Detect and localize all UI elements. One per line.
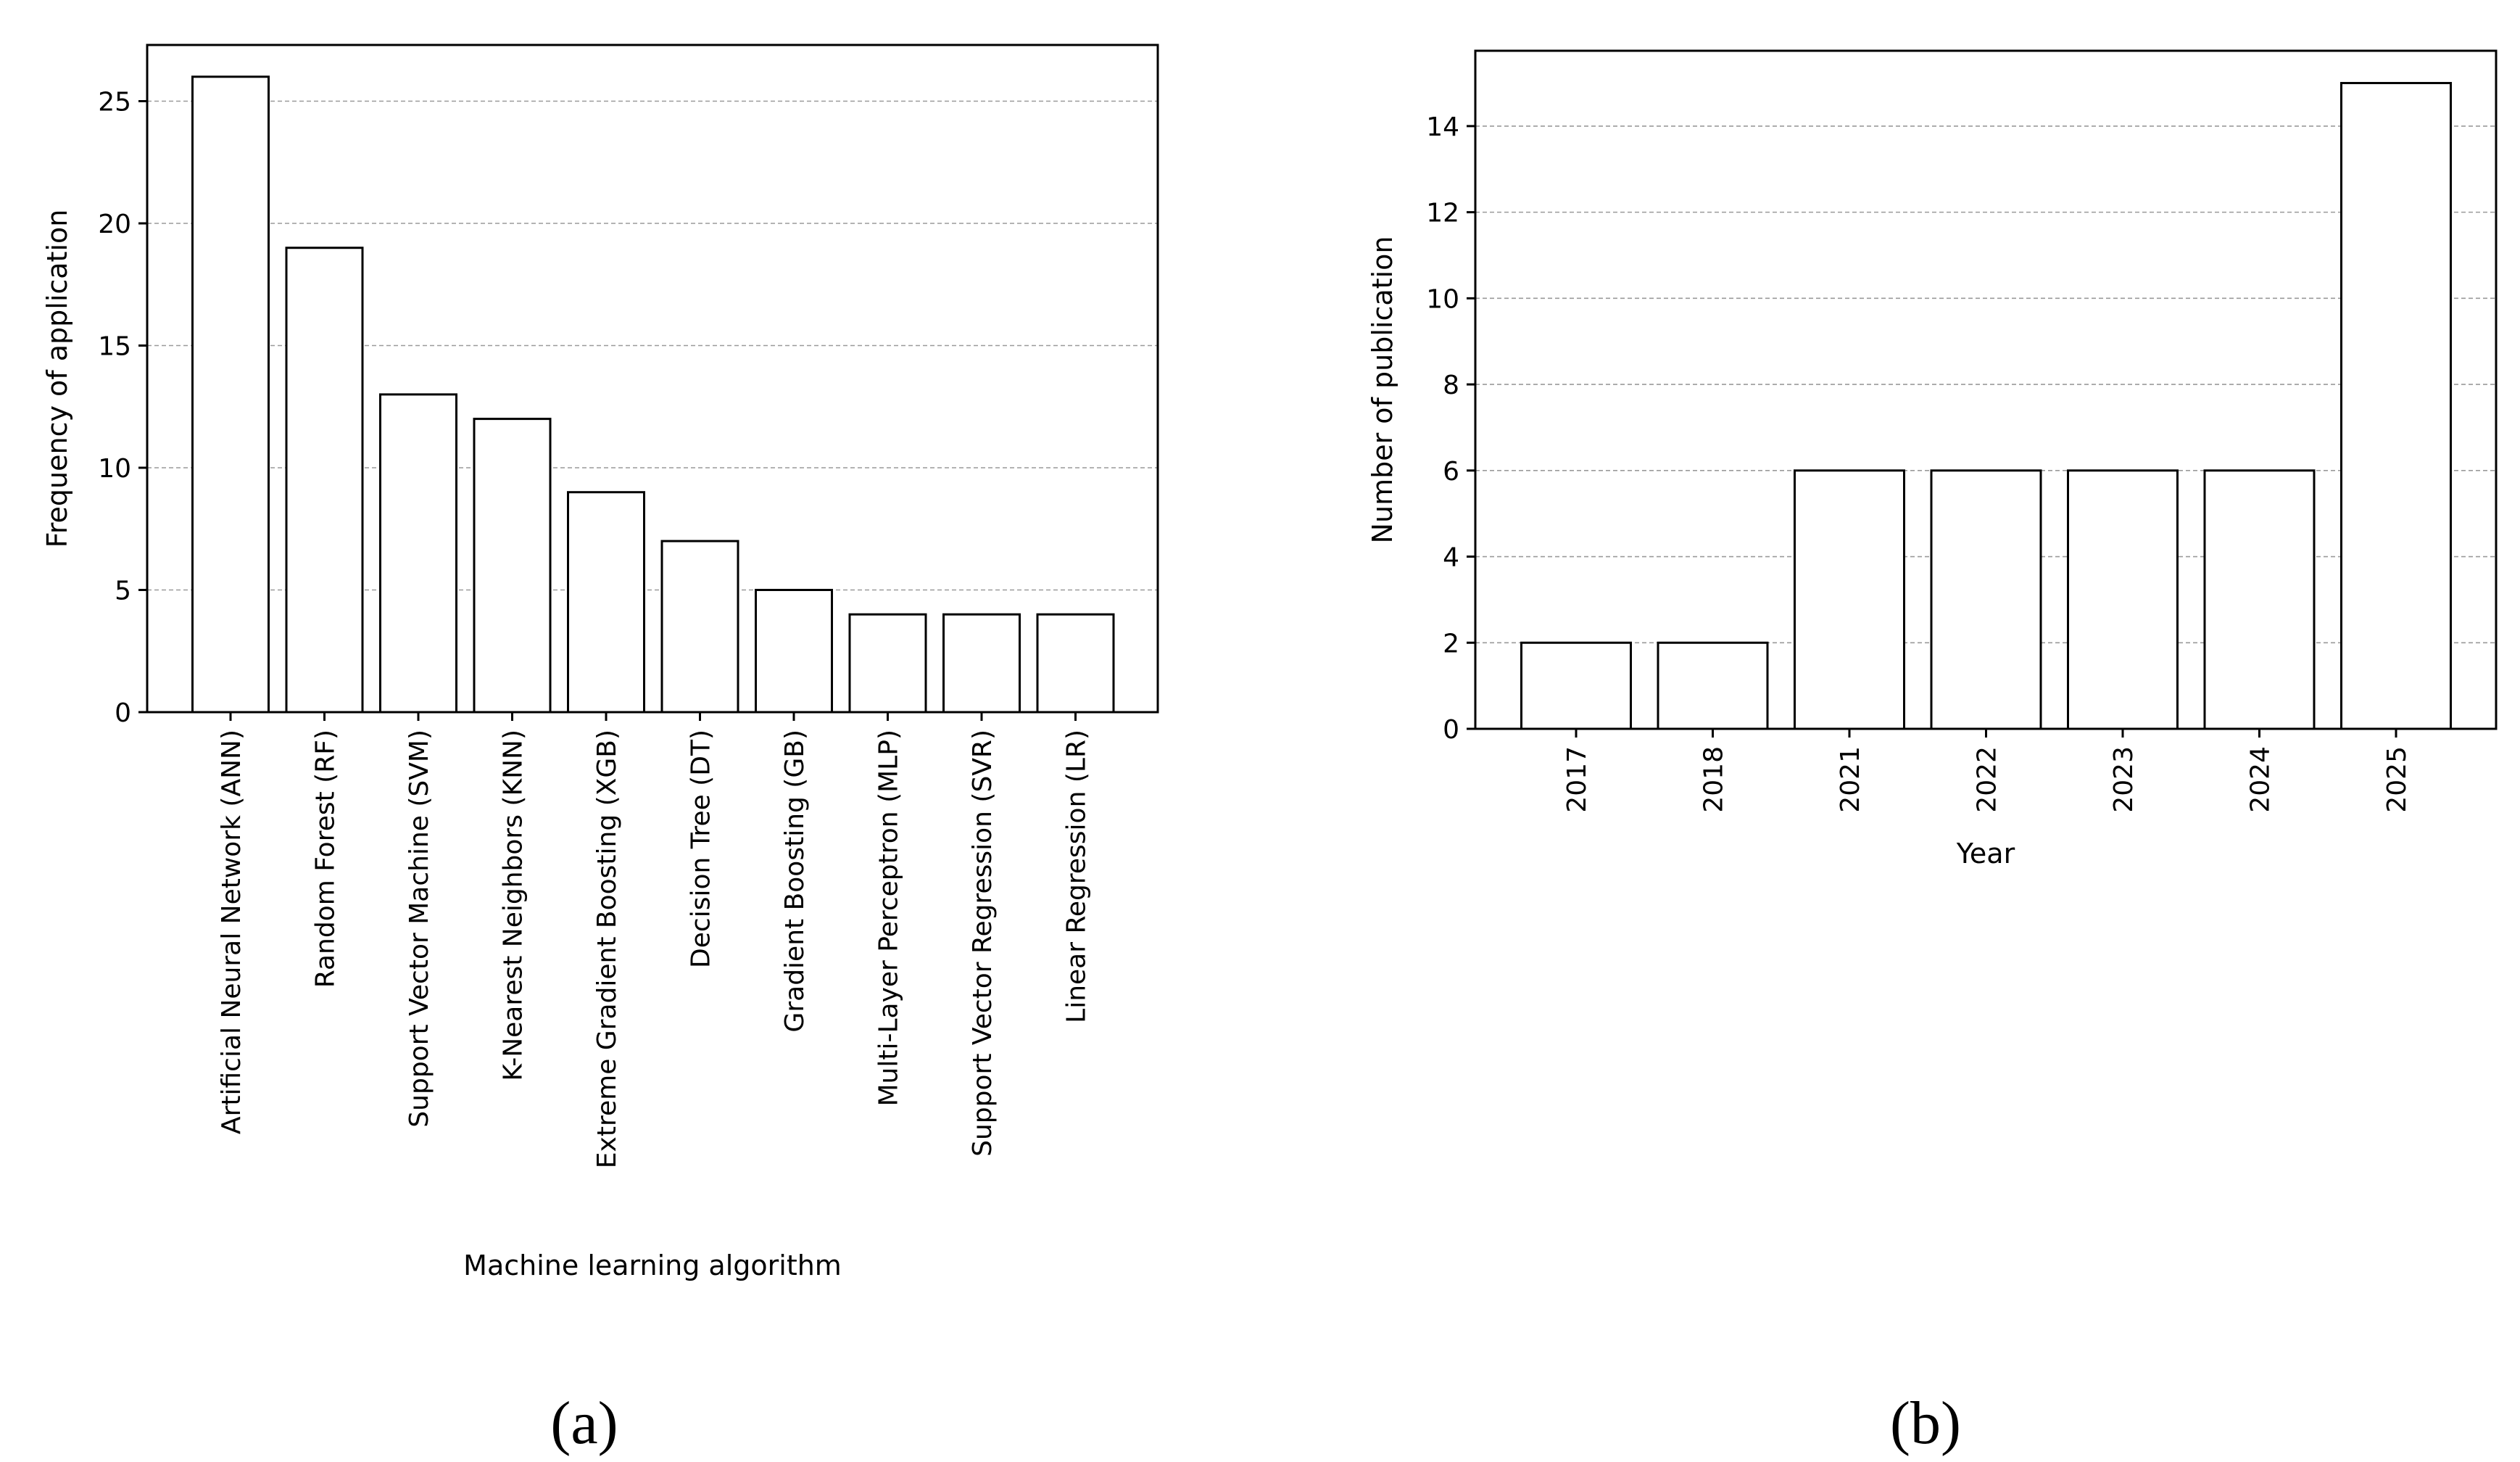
- y-axis-title: Frequency of application: [41, 210, 73, 548]
- bar-support-vector-regression-svr: [942, 613, 1021, 714]
- bar-gradient-boosting-gb: [755, 589, 833, 714]
- x-tick-label: 2024: [2246, 746, 2276, 813]
- x-tick-label: Gradient Boosting (GB): [780, 730, 810, 1033]
- y-tick-label: 20: [98, 210, 131, 239]
- bar-random-forest-rf: [285, 247, 364, 714]
- x-tick-label: 2022: [1973, 746, 2002, 813]
- y-tick-label: 10: [98, 454, 131, 484]
- y-tick-label: 0: [115, 698, 131, 728]
- x-axis-title: Year: [1956, 838, 2015, 870]
- x-tick-label: K-Nearest Neighbors (KNN): [499, 730, 529, 1081]
- x-tick-label: Artificial Neural Network (ANN): [217, 730, 246, 1134]
- x-tick-label: Support Vector Regression (SVR): [968, 730, 998, 1157]
- x-tick-label: Random Forest (RF): [311, 730, 341, 988]
- x-tick-label: Extreme Gradient Boosting (XGB): [592, 730, 622, 1168]
- y-tick-label: 6: [1443, 457, 1459, 487]
- bar-support-vector-machine-svm: [379, 393, 457, 714]
- y-tick-label: 10: [1426, 284, 1459, 314]
- bar-2022: [1930, 469, 2042, 730]
- bar-extreme-gradient-boosting-xgb: [567, 491, 645, 714]
- bar-2025: [2340, 82, 2452, 730]
- bar-artificial-neural-network-ann: [191, 75, 270, 714]
- x-tick-label: 2021: [1836, 746, 1865, 813]
- bar-2017: [1520, 641, 1632, 730]
- y-axis-title: Number of publication: [1367, 236, 1398, 544]
- x-tick-label: 2017: [1562, 746, 1592, 813]
- chart-b: 0 2 4 6 8 10 12 14 2017 2018 2021 2022 2023 2024 2025 N…: [1367, 49, 2498, 1457]
- y-tick-label: 25: [98, 88, 131, 117]
- bar-linear-regression-lr: [1036, 613, 1115, 714]
- y-tick-label: 0: [1443, 715, 1459, 745]
- y-tick-label: 14: [1426, 112, 1459, 142]
- x-tick-label: Decision Tree (DT): [687, 730, 716, 968]
- x-axis-title: Machine learning algorithm: [463, 1250, 842, 1281]
- bar-2018: [1657, 641, 1769, 730]
- panel-label: (a): [550, 1389, 618, 1457]
- y-tick-label: 5: [115, 577, 131, 606]
- x-tick-label: Support Vector Machine (SVM): [405, 730, 434, 1128]
- y-tick-label: 12: [1426, 199, 1459, 228]
- y-tick-label: 2: [1443, 629, 1459, 658]
- bar-2023: [2067, 469, 2179, 730]
- x-tick-label: Multi-Layer Perceptron (MLP): [874, 730, 904, 1107]
- x-tick-label: 2025: [2382, 746, 2412, 813]
- y-tick-label: 15: [98, 332, 131, 362]
- panel-label: (b): [1890, 1389, 1961, 1457]
- x-tick-label: 2023: [2109, 746, 2139, 813]
- bar-multi-layer-perceptron-mlp: [848, 613, 927, 714]
- bar-2024: [2203, 469, 2316, 730]
- chart-a: 0 5 10 15 20 25 Artificial Neural Network (ANN…: [41, 44, 1159, 1457]
- x-tick-label: 2018: [1699, 746, 1729, 813]
- bar-decision-tree-dt: [660, 540, 739, 714]
- x-tick-label: Linear Regression (LR): [1062, 730, 1092, 1023]
- plot-frame: [146, 44, 1159, 714]
- bar-2021: [1794, 469, 1905, 730]
- y-tick-label: 8: [1443, 371, 1459, 400]
- bar-k-nearest-neighbors-knn: [473, 418, 552, 714]
- y-tick-label: 4: [1443, 543, 1459, 573]
